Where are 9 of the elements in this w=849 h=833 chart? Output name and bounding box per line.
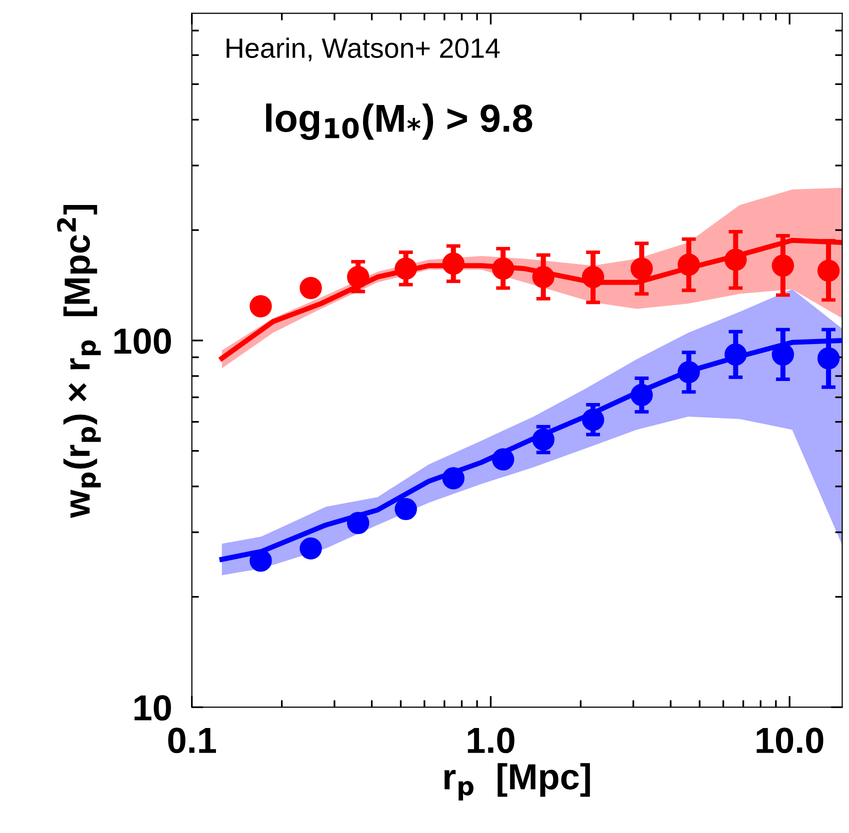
text: w$_{p}$(r$_{p}$) × r$_{p}$ [Mpc$^{2}$] — [57, 204, 101, 518]
y-tick-label: 100 — [114, 328, 171, 354]
x-tick-label: 1.0 — [468, 728, 514, 754]
annotation: Hearin, Watson+ 2014 — [226, 38, 500, 62]
x-tick-label: 10.0 — [756, 728, 824, 754]
annotation: log$_{10}$(M$_{*}$) > 9.8 — [266, 104, 532, 140]
x-tick-label: 0.1 — [168, 728, 216, 754]
x-axis-title: r$_{p}$ [Mpc] — [444, 763, 590, 800]
y-tick-label: 10 — [134, 695, 171, 721]
